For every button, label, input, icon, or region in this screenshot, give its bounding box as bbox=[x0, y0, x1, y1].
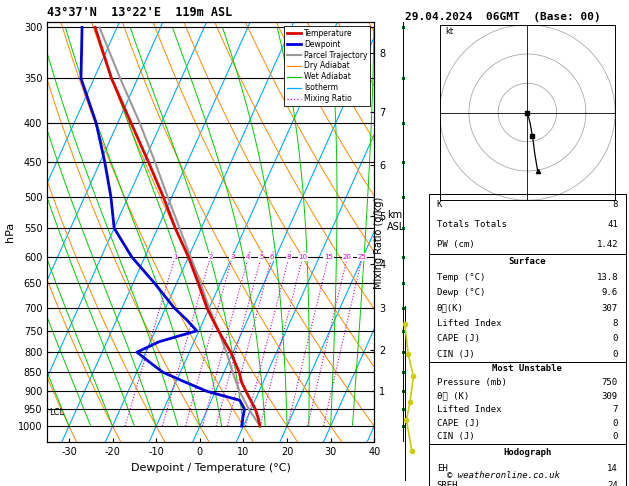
Bar bbox=[429, 444, 626, 486]
Text: Hodograph: Hodograph bbox=[503, 448, 552, 456]
Text: θᴇ (K): θᴇ (K) bbox=[437, 392, 469, 400]
Y-axis label: km
ASL: km ASL bbox=[387, 210, 405, 232]
Text: 10: 10 bbox=[298, 254, 308, 260]
Text: 309: 309 bbox=[602, 392, 618, 400]
Text: CIN (J): CIN (J) bbox=[437, 433, 474, 441]
Text: 0: 0 bbox=[613, 433, 618, 441]
Text: 5: 5 bbox=[259, 254, 264, 260]
Text: LCL: LCL bbox=[49, 408, 65, 417]
Bar bbox=[429, 362, 626, 444]
Text: 15: 15 bbox=[324, 254, 333, 260]
Text: Pressure (mb): Pressure (mb) bbox=[437, 378, 507, 387]
Text: 0: 0 bbox=[613, 419, 618, 428]
Text: 6: 6 bbox=[270, 254, 274, 260]
Text: K: K bbox=[437, 200, 442, 209]
Text: 43°37'N  13°22'E  119m ASL: 43°37'N 13°22'E 119m ASL bbox=[47, 6, 233, 19]
Text: Most Unstable: Most Unstable bbox=[493, 364, 562, 373]
Text: 8: 8 bbox=[613, 200, 618, 209]
Y-axis label: hPa: hPa bbox=[5, 222, 15, 242]
Text: 4: 4 bbox=[246, 254, 250, 260]
Text: Totals Totals: Totals Totals bbox=[437, 220, 507, 229]
Text: Temp (°C): Temp (°C) bbox=[437, 273, 485, 282]
Legend: Temperature, Dewpoint, Parcel Trajectory, Dry Adiabat, Wet Adiabat, Isotherm, Mi: Temperature, Dewpoint, Parcel Trajectory… bbox=[284, 26, 370, 106]
Text: 3: 3 bbox=[230, 254, 235, 260]
Text: 7: 7 bbox=[613, 405, 618, 414]
Text: 9.6: 9.6 bbox=[602, 288, 618, 297]
Text: 24: 24 bbox=[607, 481, 618, 486]
Text: Lifted Index: Lifted Index bbox=[437, 319, 501, 328]
Text: 1: 1 bbox=[173, 254, 177, 260]
Text: 0: 0 bbox=[613, 334, 618, 344]
Text: 25: 25 bbox=[358, 254, 367, 260]
Text: © weatheronline.co.uk: © weatheronline.co.uk bbox=[447, 471, 560, 480]
Text: 41: 41 bbox=[607, 220, 618, 229]
Text: 750: 750 bbox=[602, 378, 618, 387]
Text: θᴇ(K): θᴇ(K) bbox=[437, 304, 464, 312]
Text: Surface: Surface bbox=[509, 258, 546, 266]
Text: CAPE (J): CAPE (J) bbox=[437, 334, 480, 344]
Text: 0: 0 bbox=[613, 350, 618, 359]
Text: EH: EH bbox=[437, 464, 448, 473]
Text: 13.8: 13.8 bbox=[596, 273, 618, 282]
Text: kt: kt bbox=[445, 27, 454, 35]
Text: 8: 8 bbox=[287, 254, 291, 260]
Text: 307: 307 bbox=[602, 304, 618, 312]
Text: 2: 2 bbox=[208, 254, 213, 260]
Text: Dewp (°C): Dewp (°C) bbox=[437, 288, 485, 297]
X-axis label: Dewpoint / Temperature (°C): Dewpoint / Temperature (°C) bbox=[131, 463, 291, 473]
Text: CAPE (J): CAPE (J) bbox=[437, 419, 480, 428]
Bar bbox=[429, 194, 626, 254]
Text: 14: 14 bbox=[607, 464, 618, 473]
Text: Mixing Ratio (g/kg): Mixing Ratio (g/kg) bbox=[374, 197, 384, 289]
Bar bbox=[429, 254, 626, 362]
Text: Lifted Index: Lifted Index bbox=[437, 405, 501, 414]
Text: 8: 8 bbox=[613, 319, 618, 328]
Text: SREH: SREH bbox=[437, 481, 459, 486]
Text: 20: 20 bbox=[343, 254, 352, 260]
Text: 29.04.2024  06GMT  (Base: 00): 29.04.2024 06GMT (Base: 00) bbox=[405, 12, 601, 22]
Text: PW (cm): PW (cm) bbox=[437, 240, 474, 249]
Text: CIN (J): CIN (J) bbox=[437, 350, 474, 359]
Text: 1.42: 1.42 bbox=[596, 240, 618, 249]
